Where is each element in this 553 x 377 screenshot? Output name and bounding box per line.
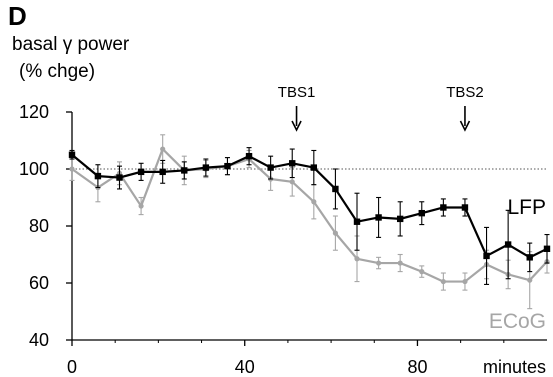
y-axis-label-line-1: basal γ power xyxy=(12,34,130,55)
y-tick-label-40: 40 xyxy=(29,330,49,350)
data-point-ecog xyxy=(397,260,403,266)
data-point-ecog xyxy=(419,269,425,275)
x-tick-label-80: 80 xyxy=(407,357,427,377)
series-label-lfp: LFP xyxy=(507,196,546,219)
data-point-ecog xyxy=(138,203,144,209)
data-point-ecog xyxy=(527,277,533,283)
data-point-lfp xyxy=(310,164,318,171)
data-point-ecog xyxy=(462,278,468,285)
arrow-head-tbs1 xyxy=(291,120,302,132)
y-tick-label-80: 80 xyxy=(29,216,49,236)
data-point-ecog xyxy=(375,260,382,266)
data-point-lfp xyxy=(332,185,339,193)
data-point-ecog xyxy=(332,230,339,236)
series-ecog xyxy=(69,134,550,310)
data-point-ecog xyxy=(311,199,317,205)
y-tick-label-60: 60 xyxy=(29,273,49,293)
data-point-ecog xyxy=(69,166,75,172)
data-point-lfp xyxy=(202,164,210,171)
data-point-lfp xyxy=(159,168,166,176)
x-axis-label: minutes xyxy=(483,357,546,377)
data-point-lfp xyxy=(353,218,361,225)
panel-letter: D xyxy=(8,1,27,31)
data-point-lfp xyxy=(245,152,253,160)
annotation-tbs2: TBS2 xyxy=(446,84,484,101)
annotation-tbs1: TBS1 xyxy=(278,84,316,101)
data-point-lfp xyxy=(289,160,296,167)
data-point-lfp xyxy=(137,168,145,176)
data-point-lfp xyxy=(504,241,512,248)
arrow-head-tbs2 xyxy=(459,120,471,132)
data-point-lfp xyxy=(483,252,490,260)
data-point-ecog xyxy=(289,179,295,185)
data-point-lfp xyxy=(526,254,533,261)
data-point-lfp xyxy=(461,204,469,211)
series-lfp xyxy=(68,147,551,285)
data-point-lfp xyxy=(116,174,123,181)
data-point-lfp xyxy=(68,151,76,158)
x-tick-label-40: 40 xyxy=(235,357,255,377)
data-point-lfp xyxy=(224,162,231,170)
x-tick-label-0: 0 xyxy=(67,357,77,377)
data-point-lfp xyxy=(267,164,274,171)
data-point-lfp xyxy=(543,245,551,252)
data-point-lfp xyxy=(396,215,404,223)
data-point-lfp xyxy=(440,204,447,211)
data-point-ecog xyxy=(160,146,166,152)
y-tick-label-100: 100 xyxy=(19,159,49,179)
data-point-ecog xyxy=(440,278,446,285)
data-point-ecog xyxy=(354,256,360,262)
series-label-ecog: ECoG xyxy=(489,310,546,333)
data-point-lfp xyxy=(94,172,102,180)
data-point-lfp xyxy=(181,167,188,174)
y-tick-label-120: 120 xyxy=(19,102,49,122)
data-point-lfp xyxy=(418,209,425,217)
y-axis-label-line-2: (% chge) xyxy=(19,61,96,82)
data-point-lfp xyxy=(375,214,382,221)
